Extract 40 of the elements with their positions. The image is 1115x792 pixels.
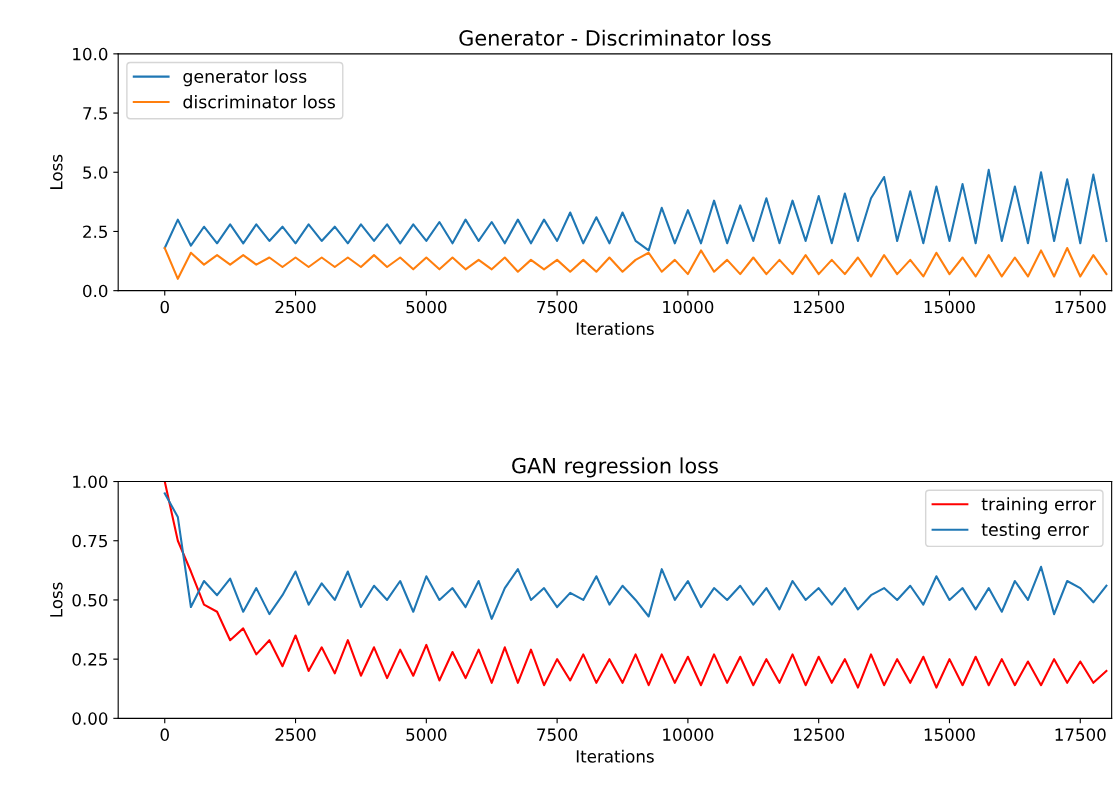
y-axis-title: Loss	[50, 582, 63, 617]
x-tick-label: 12500	[794, 728, 845, 741]
x-tick-label: 0	[160, 300, 169, 314]
legend-label: discriminator loss	[183, 94, 335, 109]
chart-title: GAN regression loss	[512, 457, 718, 478]
x-tick-label: 5000	[406, 728, 447, 741]
y-tick-label: 5.0	[83, 166, 108, 179]
y-tick-label: 0.0	[83, 284, 108, 298]
x-tick-label: 15000	[924, 300, 975, 314]
x-tick-label: 7500	[537, 728, 578, 741]
y-tick-label: 0.75	[72, 534, 108, 548]
legend-label: testing error	[981, 522, 1089, 540]
y-tick-label: 2.5	[83, 225, 108, 239]
x-tick-label: 15000	[924, 728, 975, 741]
x-axis-title: Iterations	[576, 749, 654, 763]
x-tick-label: 5000	[406, 300, 447, 314]
x-tick-label: 2500	[275, 300, 316, 314]
line-series	[163, 481, 1108, 689]
x-tick-label: 10000	[663, 300, 714, 314]
x-tick-label: 7500	[537, 300, 578, 314]
y-axis-title: Loss	[50, 154, 63, 189]
line-series	[163, 247, 1108, 280]
x-tick-label: 17500	[1055, 300, 1106, 314]
y-tick-label: 7.5	[83, 107, 108, 120]
line-series	[163, 492, 1108, 620]
x-tick-label: 10000	[663, 728, 714, 741]
y-tick-label: 0.25	[72, 653, 108, 666]
y-tick-label: 0.00	[72, 712, 108, 725]
y-tick-label: 0.50	[72, 593, 108, 607]
x-tick-label: 12500	[794, 300, 845, 314]
x-tick-label: 17500	[1055, 728, 1106, 741]
legend-label: training error	[981, 497, 1097, 514]
y-tick-label: 1.00	[73, 475, 108, 489]
line-series	[163, 168, 1108, 252]
x-tick-label: 0	[160, 728, 169, 741]
x-axis-title: Iterations	[576, 322, 654, 335]
y-tick-label: 10.0	[73, 47, 108, 61]
legend-label: generator loss	[183, 69, 307, 87]
x-tick-label: 2500	[275, 728, 316, 741]
chart-title: Generator - Discriminator loss	[459, 29, 771, 46]
